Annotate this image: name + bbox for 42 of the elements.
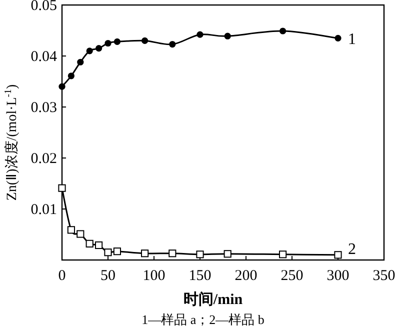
x-tick-label: 100 <box>142 268 166 284</box>
point <box>58 184 66 192</box>
point <box>334 34 342 42</box>
point <box>113 248 121 256</box>
point <box>58 83 66 90</box>
point <box>196 250 204 258</box>
x-tick-label: 350 <box>372 268 396 284</box>
point <box>168 250 176 258</box>
point <box>224 250 232 258</box>
point <box>142 37 148 44</box>
point <box>141 250 149 258</box>
point <box>104 248 112 256</box>
point <box>114 38 120 46</box>
series-label: 2 <box>348 241 356 258</box>
point <box>95 241 103 250</box>
point <box>96 45 102 52</box>
x-tick-label: 300 <box>326 268 350 284</box>
series-label: 1 <box>348 31 356 48</box>
x-tick-label: 150 <box>188 268 212 284</box>
point <box>169 40 176 48</box>
text: 1—样品 a；2—样品 b <box>142 312 264 327</box>
point <box>77 58 84 66</box>
y-tick-label: 0.02 <box>30 151 57 167</box>
x-tick-label: 250 <box>280 268 304 284</box>
point <box>104 40 112 47</box>
x-tick-label: 200 <box>234 268 258 284</box>
point <box>280 28 286 34</box>
x-tick-label: 0 <box>58 268 66 284</box>
y-tick-label: 0.04 <box>30 49 58 65</box>
point <box>86 240 94 248</box>
point <box>76 230 84 238</box>
point <box>196 31 204 38</box>
y-tick-label: 0.03 <box>30 100 57 116</box>
x-tick-label: 50 <box>100 268 116 284</box>
y-tick-label: 0.01 <box>30 202 57 218</box>
point <box>279 250 287 258</box>
point <box>68 72 74 80</box>
x-axis-title: 时间/min <box>183 291 244 308</box>
point <box>224 32 231 40</box>
y-tick-label: 0.05 <box>30 0 57 14</box>
point <box>86 48 93 54</box>
point <box>67 226 75 234</box>
